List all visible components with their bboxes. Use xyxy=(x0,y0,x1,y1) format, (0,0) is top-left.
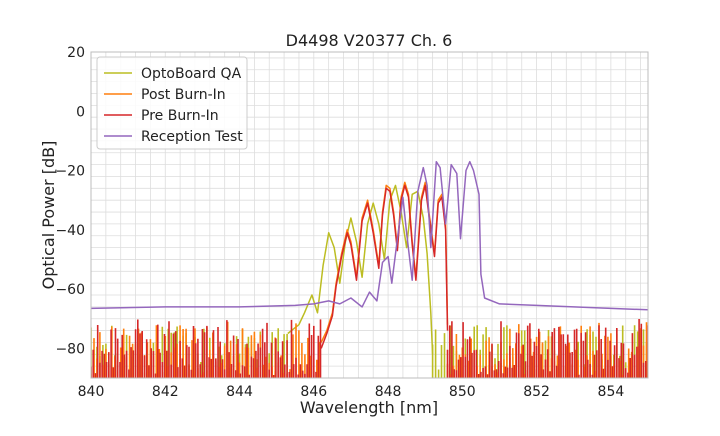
y-tick-labels: −80 −60 −40 −20 0 20 xyxy=(55,45,85,357)
x-tick-label: 848 xyxy=(375,384,402,400)
y-tick-label: −60 xyxy=(55,282,85,298)
legend-label: Pre Burn-In xyxy=(141,108,219,124)
legend-item: OptoBoard QA xyxy=(104,66,242,82)
spectrum-line xyxy=(91,160,648,311)
legend-item: Pre Burn-In xyxy=(104,108,219,124)
noise-floor xyxy=(91,319,648,378)
y-tick-label: 0 xyxy=(76,104,85,120)
legend-box xyxy=(96,56,248,150)
series-reception-test xyxy=(91,160,648,311)
y-axis-label: Optical Power [dB] xyxy=(39,141,58,290)
x-tick-label: 842 xyxy=(152,384,179,400)
legend-label: OptoBoard QA xyxy=(141,66,242,82)
x-tick-labels: 840 842 844 846 848 850 852 854 xyxy=(78,384,625,400)
y-tick-label: 20 xyxy=(67,45,85,61)
plot-frame xyxy=(90,51,649,379)
x-tick-label: 854 xyxy=(598,384,625,400)
series-layer xyxy=(91,160,648,378)
legend-item: Reception Test xyxy=(104,129,243,145)
chart-title: D4498 V20377 Ch. 6 xyxy=(286,31,453,50)
y-tick-label: −80 xyxy=(55,341,85,357)
x-tick-label: 850 xyxy=(449,384,476,400)
x-axis-label: Wavelength [nm] xyxy=(300,398,438,417)
legend-label: Reception Test xyxy=(141,129,243,145)
x-tick-label: 844 xyxy=(226,384,253,400)
legend-label: Post Burn-In xyxy=(141,87,226,103)
y-tick-label: −40 xyxy=(55,223,85,239)
x-tick-label: 852 xyxy=(523,384,550,400)
legend: OptoBoard QA Post Burn-In Pre Burn-In Recep… xyxy=(96,56,248,150)
legend-item: Post Burn-In xyxy=(104,87,226,103)
y-tick-label: −20 xyxy=(55,164,85,180)
x-tick-label: 840 xyxy=(78,384,105,400)
spectrum-line xyxy=(287,184,434,355)
x-tick-label: 846 xyxy=(300,384,327,400)
